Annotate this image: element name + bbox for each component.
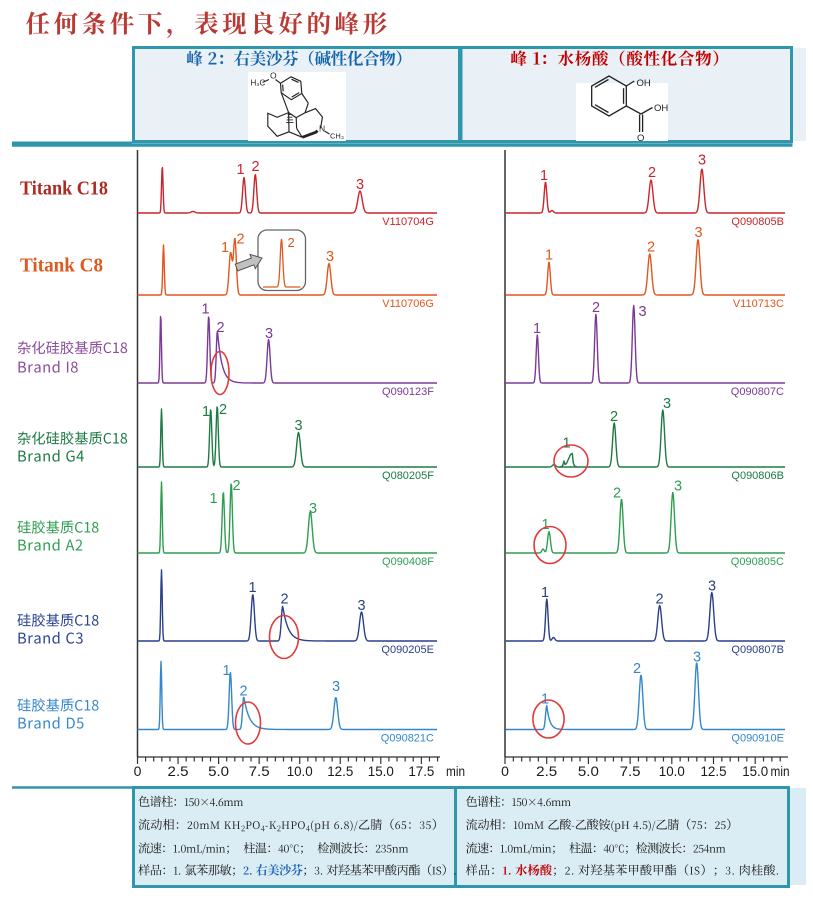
svg-text:2: 2 xyxy=(280,592,288,608)
svg-text:2: 2 xyxy=(219,402,227,418)
svg-text:1: 1 xyxy=(541,585,549,601)
svg-text:1: 1 xyxy=(562,436,570,452)
svg-text:3: 3 xyxy=(694,225,702,241)
svg-text:V110704G: V110704G xyxy=(382,216,434,228)
svg-text:2: 2 xyxy=(251,159,259,175)
svg-text:7.5: 7.5 xyxy=(249,763,270,779)
svg-text:CH₃: CH₃ xyxy=(330,132,344,141)
svg-text:3: 3 xyxy=(693,650,701,666)
svg-text:5.0: 5.0 xyxy=(208,763,229,779)
svg-text:1: 1 xyxy=(248,580,256,596)
svg-text:1: 1 xyxy=(533,321,541,337)
svg-text:10.0: 10.0 xyxy=(287,763,313,779)
svg-text:3: 3 xyxy=(294,418,302,434)
svg-text:2: 2 xyxy=(236,232,244,248)
svg-text:1: 1 xyxy=(201,302,209,318)
svg-text:Q090408F: Q090408F xyxy=(382,556,434,568)
svg-text:Titank C18: Titank C18 xyxy=(20,178,108,200)
svg-text:0: 0 xyxy=(134,763,142,779)
svg-text:2: 2 xyxy=(647,240,655,256)
svg-text:Q090910E: Q090910E xyxy=(731,733,784,745)
svg-text:min: min xyxy=(446,763,465,779)
svg-text:3: 3 xyxy=(357,598,365,614)
svg-text:Titank C8: Titank C8 xyxy=(20,255,103,277)
svg-text:2.5: 2.5 xyxy=(536,763,557,779)
svg-text:3: 3 xyxy=(356,177,364,193)
svg-text:17.5: 17.5 xyxy=(408,763,434,779)
svg-text:2: 2 xyxy=(216,320,224,336)
svg-text:1: 1 xyxy=(222,663,230,679)
svg-text:Q090123F: Q090123F xyxy=(382,386,434,398)
svg-text:3: 3 xyxy=(674,479,682,495)
svg-text:Q090805C: Q090805C xyxy=(731,556,784,568)
svg-text:2: 2 xyxy=(613,486,621,502)
svg-text:1: 1 xyxy=(221,240,229,256)
svg-text:1: 1 xyxy=(209,491,217,507)
svg-text:Q090806B: Q090806B xyxy=(731,470,784,482)
svg-text:3: 3 xyxy=(698,153,706,169)
svg-text:1: 1 xyxy=(236,162,244,178)
svg-text:H₃C: H₃C xyxy=(251,79,266,88)
svg-text:15.0: 15.0 xyxy=(742,763,768,779)
svg-text:3: 3 xyxy=(309,501,317,517)
svg-text:10.0: 10.0 xyxy=(659,763,685,779)
svg-text:N: N xyxy=(319,124,325,134)
svg-text:O: O xyxy=(270,71,277,81)
svg-text:Q090807C: Q090807C xyxy=(731,386,784,398)
svg-text:2.5: 2.5 xyxy=(168,763,189,779)
svg-text:O: O xyxy=(637,133,644,144)
svg-text:12.5: 12.5 xyxy=(327,763,353,779)
svg-text:7.5: 7.5 xyxy=(620,763,641,779)
svg-text:OH: OH xyxy=(637,78,651,89)
svg-text:3: 3 xyxy=(663,396,671,412)
svg-text:1: 1 xyxy=(545,248,553,264)
svg-text:5.0: 5.0 xyxy=(578,763,599,779)
svg-text:V110706G: V110706G xyxy=(382,298,434,310)
svg-text:Q090805B: Q090805B xyxy=(731,216,784,228)
svg-text:min: min xyxy=(771,763,790,779)
svg-text:2: 2 xyxy=(633,661,641,677)
svg-text:Q090807B: Q090807B xyxy=(731,644,784,656)
svg-text:3: 3 xyxy=(708,579,716,595)
svg-text:12.5: 12.5 xyxy=(701,763,727,779)
svg-text:1: 1 xyxy=(541,517,549,533)
svg-text:1: 1 xyxy=(202,404,210,420)
svg-text:3: 3 xyxy=(638,304,646,320)
svg-text:1: 1 xyxy=(540,168,548,184)
svg-text:2: 2 xyxy=(655,592,663,608)
svg-text:2: 2 xyxy=(232,478,240,494)
svg-text:V110713C: V110713C xyxy=(733,298,784,310)
svg-text:Q080205F: Q080205F xyxy=(382,470,434,482)
svg-text:Q090205E: Q090205E xyxy=(381,644,434,656)
svg-text:2: 2 xyxy=(610,409,618,425)
svg-text:3: 3 xyxy=(332,679,340,695)
svg-text:3: 3 xyxy=(326,249,334,265)
svg-text:2: 2 xyxy=(648,165,656,181)
svg-text:3: 3 xyxy=(265,326,273,342)
svg-text:15.0: 15.0 xyxy=(368,763,394,779)
svg-text:0: 0 xyxy=(501,763,509,779)
svg-text:OH: OH xyxy=(654,103,668,114)
svg-text:2: 2 xyxy=(592,300,600,316)
svg-text:2: 2 xyxy=(239,684,247,700)
svg-text:Q090821C: Q090821C xyxy=(381,733,434,745)
svg-text:2: 2 xyxy=(288,235,295,250)
